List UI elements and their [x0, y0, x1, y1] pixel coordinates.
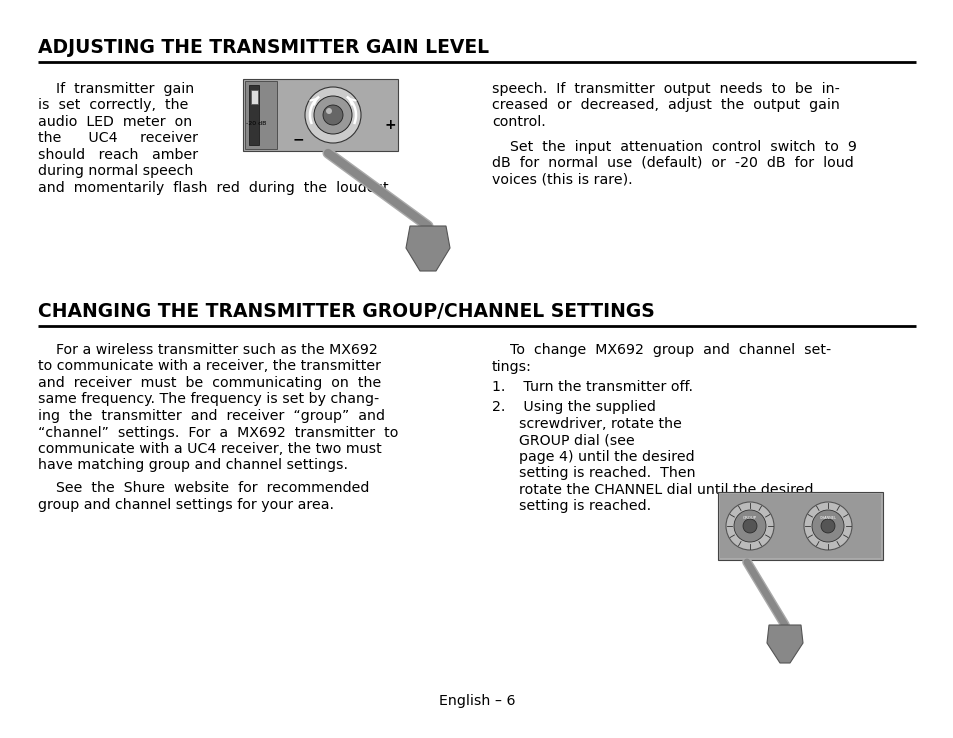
- Circle shape: [811, 510, 843, 542]
- Text: setting is reached.: setting is reached.: [492, 499, 651, 513]
- Text: screwdriver, rotate the: screwdriver, rotate the: [492, 416, 681, 430]
- Bar: [718, 492, 882, 560]
- Text: 2.    Using the supplied: 2. Using the supplied: [492, 400, 656, 414]
- Polygon shape: [766, 625, 802, 663]
- Text: audio  LED  meter  on: audio LED meter on: [38, 115, 193, 129]
- Bar: [243, 79, 397, 151]
- Text: ing  the  transmitter  and  receiver  “group”  and: ing the transmitter and receiver “group”…: [38, 409, 385, 423]
- Text: to communicate with a receiver, the transmitter: to communicate with a receiver, the tran…: [38, 359, 380, 373]
- Text: rotate the CHANNEL dial until the desired: rotate the CHANNEL dial until the desire…: [492, 483, 813, 497]
- Bar: [720, 494, 880, 558]
- Text: CHANGING THE TRANSMITTER GROUP/CHANNEL SETTINGS: CHANGING THE TRANSMITTER GROUP/CHANNEL S…: [38, 302, 654, 321]
- Text: GROUP: GROUP: [742, 516, 757, 520]
- Text: To  change  MX692  group  and  channel  set-: To change MX692 group and channel set-: [492, 343, 830, 357]
- Text: -20 dB: -20 dB: [246, 121, 266, 126]
- Text: group and channel settings for your area.: group and channel settings for your area…: [38, 497, 334, 511]
- Text: 1.    Turn the transmitter off.: 1. Turn the transmitter off.: [492, 380, 692, 394]
- Text: should   reach   amber: should reach amber: [38, 148, 198, 162]
- Text: same frequency. The frequency is set by chang-: same frequency. The frequency is set by …: [38, 393, 379, 407]
- Text: For a wireless transmitter such as the MX692: For a wireless transmitter such as the M…: [38, 343, 377, 357]
- Text: speech.  If  transmitter  output  needs  to  be  in-: speech. If transmitter output needs to b…: [492, 82, 839, 96]
- Text: page 4) until the desired: page 4) until the desired: [492, 449, 694, 463]
- Text: CHANNEL: CHANNEL: [819, 516, 836, 520]
- Circle shape: [803, 502, 851, 550]
- Text: GROUP dial (see: GROUP dial (see: [492, 433, 634, 447]
- Text: is  set  correctly,  the: is set correctly, the: [38, 98, 188, 112]
- Text: dB  for  normal  use  (default)  or  -20  dB  for  loud: dB for normal use (default) or -20 dB fo…: [492, 156, 853, 170]
- Circle shape: [821, 519, 834, 533]
- Polygon shape: [406, 226, 450, 271]
- Text: the      UC4     receiver: the UC4 receiver: [38, 131, 198, 145]
- Circle shape: [314, 96, 352, 134]
- Text: during normal speech: during normal speech: [38, 165, 193, 179]
- Text: control.: control.: [492, 115, 545, 129]
- Circle shape: [733, 510, 765, 542]
- Circle shape: [326, 108, 332, 114]
- Text: and  momentarily  flash  red  during  the  loudest: and momentarily flash red during the lou…: [38, 181, 388, 195]
- Text: See  the  Shure  website  for  recommended: See the Shure website for recommended: [38, 481, 369, 495]
- Text: ADJUSTING THE TRANSMITTER GAIN LEVEL: ADJUSTING THE TRANSMITTER GAIN LEVEL: [38, 38, 489, 57]
- Bar: [245, 81, 276, 149]
- Text: and  receiver  must  be  communicating  on  the: and receiver must be communicating on th…: [38, 376, 381, 390]
- Text: have matching group and channel settings.: have matching group and channel settings…: [38, 458, 348, 472]
- Circle shape: [305, 87, 360, 143]
- Text: communicate with a UC4 receiver, the two must: communicate with a UC4 receiver, the two…: [38, 442, 381, 456]
- Circle shape: [742, 519, 757, 533]
- Text: “channel”  settings.  For  a  MX692  transmitter  to: “channel” settings. For a MX692 transmit…: [38, 426, 398, 440]
- Text: English – 6: English – 6: [438, 694, 515, 708]
- Text: −: −: [292, 132, 303, 146]
- Circle shape: [323, 105, 343, 125]
- Text: +: +: [384, 118, 395, 132]
- Text: setting is reached.  Then: setting is reached. Then: [492, 466, 695, 480]
- Circle shape: [725, 502, 773, 550]
- Text: creased  or  decreased,  adjust  the  output  gain: creased or decreased, adjust the output …: [492, 98, 839, 112]
- Text: If  transmitter  gain: If transmitter gain: [38, 82, 194, 96]
- Text: tings:: tings:: [492, 359, 532, 373]
- Text: voices (this is rare).: voices (this is rare).: [492, 173, 632, 187]
- Bar: [249, 85, 258, 145]
- Bar: [251, 90, 257, 104]
- Text: Set  the  input  attenuation  control  switch  to  9: Set the input attenuation control switch…: [492, 139, 856, 154]
